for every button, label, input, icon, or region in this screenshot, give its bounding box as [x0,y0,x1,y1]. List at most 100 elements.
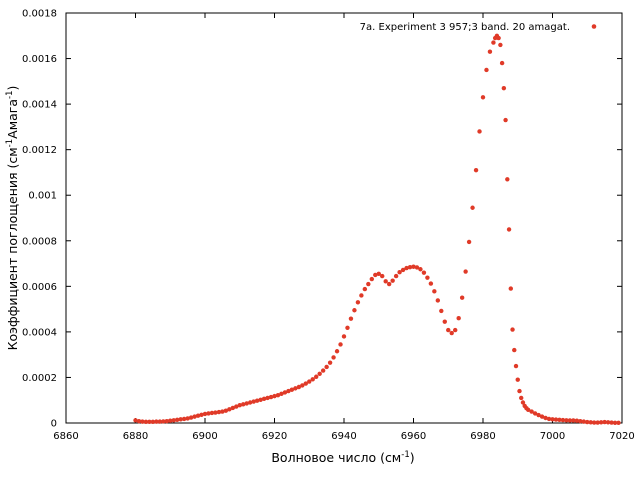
data-point [529,409,534,414]
data-point [439,308,444,314]
data-point [178,417,183,422]
data-point [338,342,343,347]
data-point [386,281,392,287]
data-point [425,275,430,280]
data-point [491,40,496,45]
data-point [314,374,319,379]
data-point [453,327,458,333]
data-point [376,271,381,277]
data-point [432,289,437,294]
data-point [532,411,538,416]
data-point [508,286,513,291]
data-point [359,293,364,298]
data-point [616,420,621,425]
data-point [536,412,541,418]
data-point [279,391,284,397]
data-point [320,368,326,373]
data-point [612,420,618,425]
data-point [331,355,336,360]
data-point [449,330,454,336]
data-point [605,420,611,425]
y-tick-label: 0.0012 [22,145,57,156]
legend-marker [591,24,597,29]
data-point [393,273,399,279]
data-point [171,418,176,423]
plot-frame [65,12,623,424]
x-tick-label: 6880 [123,431,148,442]
data-point [213,410,218,415]
data-point [168,418,173,423]
data-point [581,419,586,424]
data-point [501,85,507,91]
data-point [147,419,152,425]
data-point [261,396,267,402]
data-point [505,177,510,182]
data-point [550,417,555,422]
data-point [206,411,211,416]
data-point [517,388,522,394]
data-point [487,49,493,54]
data-point [456,316,461,321]
data-point [199,412,204,417]
data-point [446,327,451,333]
data-point [161,419,166,424]
data-point [602,419,607,425]
data-point [362,286,368,292]
data-point [466,239,472,245]
data-point [258,397,263,402]
data-point [341,334,347,339]
data-point [241,402,246,407]
data-point [519,395,524,401]
legend: 7a. Experiment 3 957;3 band. 20 amagat. [360,22,597,33]
data-point [348,316,354,321]
data-point [133,418,138,423]
data-point [220,409,225,414]
data-point [345,325,350,330]
data-point [380,273,385,279]
data-point [234,404,239,409]
data-point [164,418,169,424]
data-point [513,363,519,369]
data-point [195,413,201,418]
data-point [303,381,308,386]
x-tick-label: 6940 [331,431,356,442]
data-point [578,418,583,424]
data-point [553,417,559,422]
data-point [230,405,235,411]
data-point [188,415,194,420]
data-point [136,418,142,424]
data-point [480,95,486,100]
data-point [503,117,508,123]
data-point [560,417,566,423]
data-point [592,420,597,425]
x-tick-label: 7000 [540,431,565,442]
data-point [477,129,482,134]
data-point [247,400,253,405]
data-point [192,414,197,419]
y-tick-label: 0.0018 [22,9,57,20]
data-point [143,419,149,425]
data-point [473,167,479,173]
data-point [484,67,489,73]
data-point [512,347,517,353]
data-point [539,414,545,419]
data-point [567,418,573,423]
x-tick-label: 6900 [192,431,217,442]
data-point [150,419,156,425]
y-tick-label: 0.0014 [22,100,57,111]
data-point [418,267,423,272]
data-point [157,419,163,424]
data-point [397,270,402,275]
data-point [414,265,420,270]
data-point [390,278,395,283]
data-point [286,388,291,394]
x-tick-label: 6960 [401,431,426,442]
data-point [442,319,447,324]
data-point [515,377,520,382]
data-point [463,269,468,274]
x-tick-label: 6980 [470,431,495,442]
data-point [289,387,295,392]
data-point [543,415,548,421]
data-point [268,394,274,400]
data-point [185,416,190,421]
